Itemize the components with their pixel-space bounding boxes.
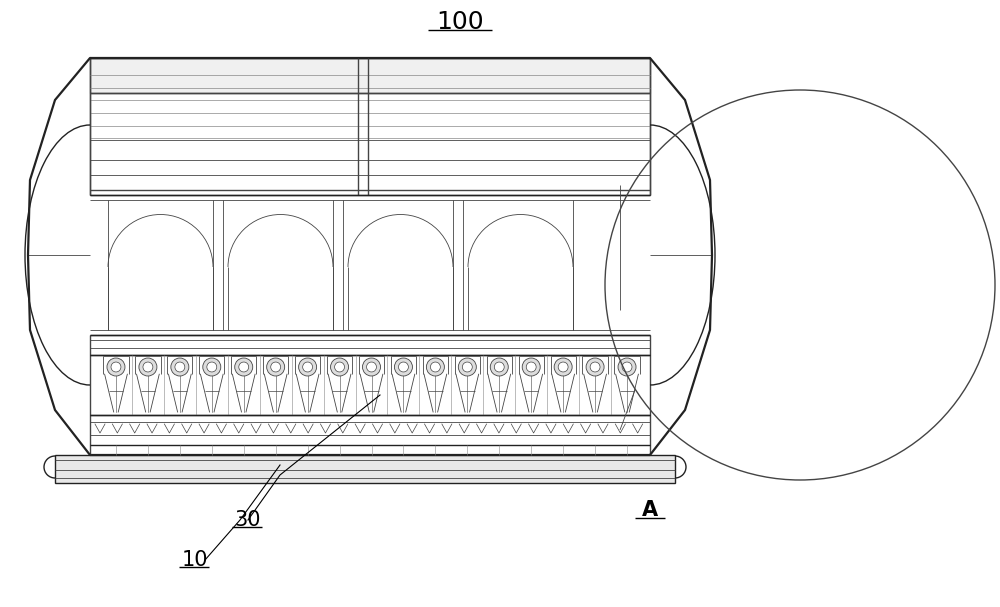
Circle shape (362, 358, 380, 376)
Circle shape (175, 362, 185, 372)
Circle shape (398, 362, 408, 372)
Circle shape (558, 362, 568, 372)
Circle shape (171, 358, 189, 376)
Circle shape (394, 358, 412, 376)
Circle shape (622, 362, 632, 372)
Circle shape (143, 362, 153, 372)
Circle shape (586, 358, 604, 376)
Text: A: A (642, 500, 658, 520)
Circle shape (111, 362, 121, 372)
Circle shape (618, 358, 636, 376)
Circle shape (490, 358, 508, 376)
Text: 100: 100 (436, 10, 484, 34)
Text: 10: 10 (182, 550, 208, 570)
Circle shape (207, 362, 217, 372)
Circle shape (526, 362, 536, 372)
Circle shape (335, 362, 345, 372)
Circle shape (367, 362, 376, 372)
Circle shape (239, 362, 249, 372)
Circle shape (590, 362, 600, 372)
Circle shape (271, 362, 281, 372)
Circle shape (267, 358, 285, 376)
Circle shape (107, 358, 125, 376)
Bar (90, 58, 650, 93)
Circle shape (462, 362, 472, 372)
Circle shape (331, 358, 349, 376)
Circle shape (235, 358, 253, 376)
Circle shape (522, 358, 540, 376)
Text: 30: 30 (235, 510, 261, 530)
Circle shape (430, 362, 440, 372)
Circle shape (494, 362, 504, 372)
Circle shape (426, 358, 444, 376)
Circle shape (299, 358, 317, 376)
Circle shape (458, 358, 476, 376)
Circle shape (203, 358, 221, 376)
Circle shape (139, 358, 157, 376)
Circle shape (303, 362, 313, 372)
Bar (55, 455, 675, 483)
Circle shape (554, 358, 572, 376)
